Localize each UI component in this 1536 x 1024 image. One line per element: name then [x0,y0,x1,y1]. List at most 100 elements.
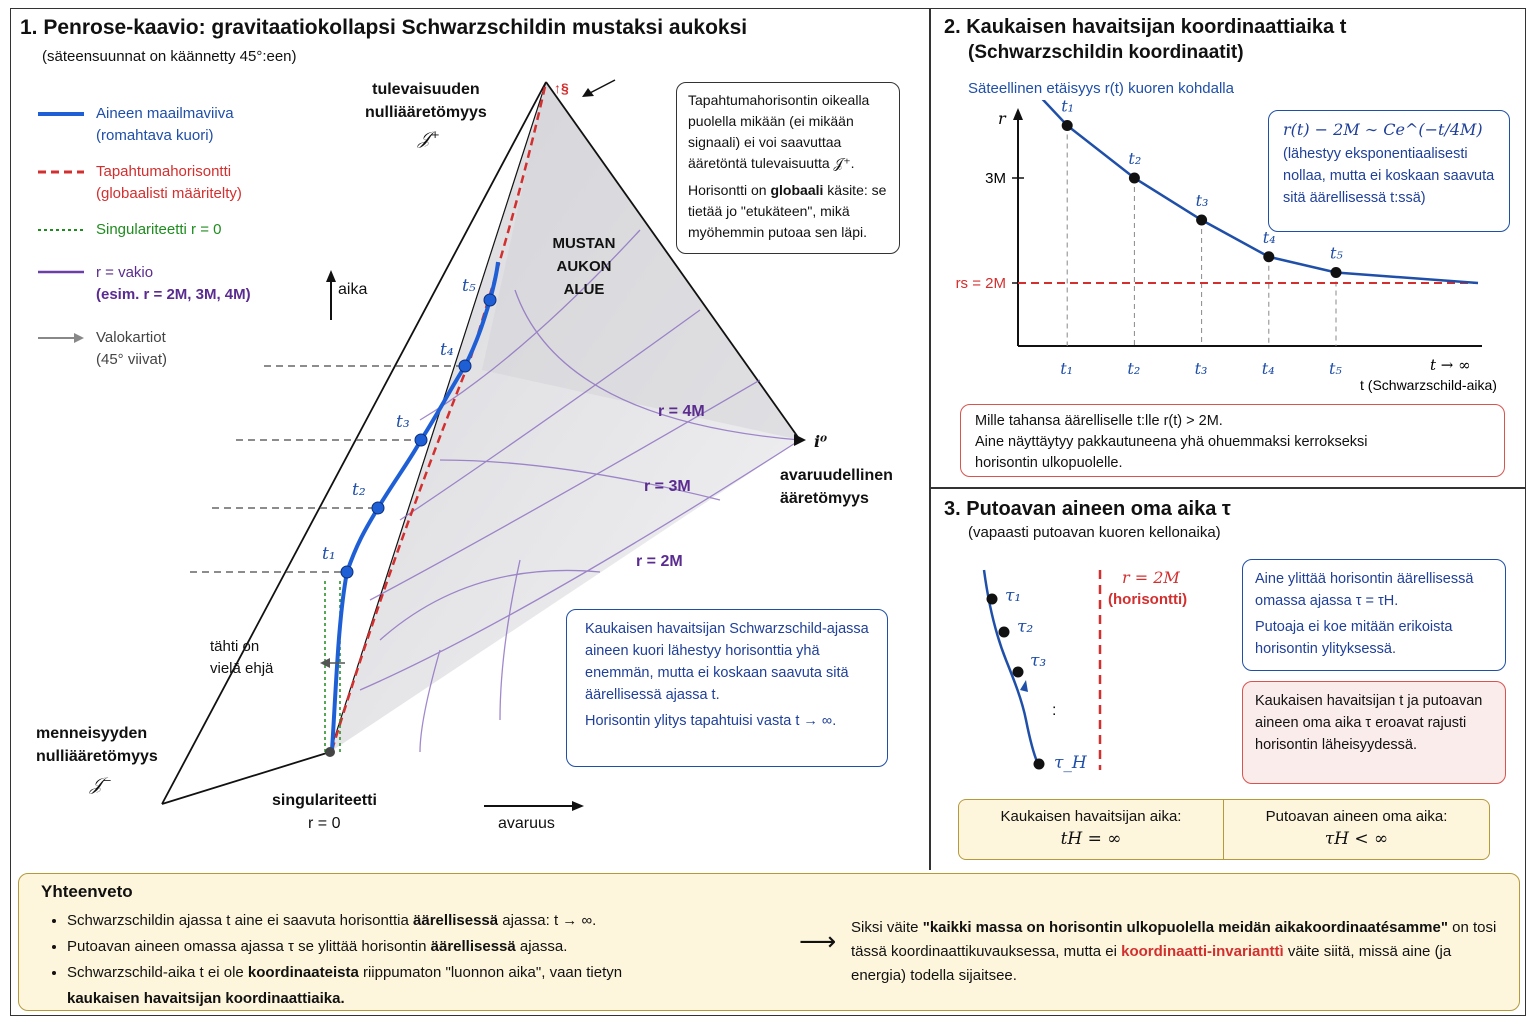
past-null-infinity-label: menneisyyden nulliääretömyys [36,725,158,765]
panel-divider-horizontal [929,487,1526,489]
summary-arrow-icon: ⟶ [799,926,837,956]
outer-frame [10,8,1526,1016]
formula-description: (lähestyy eksponentiaalisesti nollaa, mu… [1283,146,1495,206]
tau1-marker [986,593,998,605]
penrose-diagram [161,79,806,811]
marker-label: t₄ [1263,228,1276,247]
legend-arrow-icon [74,333,84,343]
legend-singularity-label: Singulariteetti r = 0 [96,221,222,238]
summary-bullet-2: Putoavan aineen omassa ajassa τ se ylitt… [67,934,747,960]
callout-pointer [587,79,616,95]
left-null-boundary [161,81,547,805]
x-tick-label: t₅ [1329,359,1342,378]
t1-label: t₁ [322,544,336,564]
r-const-curves [359,229,801,753]
legend-horizon-label: Tapahtumahorisontti (globaalisti määritel… [96,163,242,202]
black-hole-region-label: MUSTAN AUKON ALUE [552,235,616,298]
marker-label: t₅ [1330,244,1343,263]
proper-time-label: Putoavan aineen oma aika: [1265,808,1448,825]
spacetime-region [330,82,800,752]
curve-marker [1061,120,1073,131]
time-difference-box: Kaukaisen havaitsijan t ja putoavan aine… [1242,681,1506,784]
r-4M-curve [514,289,801,441]
past-null-infinity-symbol: 𝒥⁻ [90,774,112,795]
r-3M-curve [439,459,721,501]
summary-box: Yhteenveto Schwarzschildin ajassa t aine… [18,873,1520,1011]
tau3-label: τ₃ [1030,651,1047,671]
summary-title: Yhteenveto [41,882,133,901]
panel2-title: 2. Kaukaisen havaitsijan koordinaattiaik… [944,16,1347,38]
past-null-boundary [161,751,331,805]
tau2-label: τ₂ [1017,617,1034,637]
ellipsis-label: : [1052,702,1057,719]
finite-t-line1: Mille tahansa äärelliselle t:lle r(t) > … [975,413,1223,429]
time-comparison-box: Kaukaisen havaitsijan aika: tH = ∞ Putoa… [958,799,1490,860]
x-tick-label: t₂ [1127,359,1140,378]
horizon-callout-p2: Horisontti on globaali käsite: se tietää… [688,182,887,240]
star-intact-label: tähti on vielä ehjä [210,638,274,677]
formula-box: r(t) − 2M ∼ Ce^(−t/4M) (lähestyy ekspone… [1268,110,1510,232]
t5-label: t₅ [462,276,476,296]
schwarzschild-callout-p2: Horisontin ylitys tapahtuisi vasta t → ∞… [585,713,837,729]
legend-worldline-label: Aineen maailmaviiva (romahtava kuori) [96,105,234,144]
proper-time-diagram [982,569,1102,770]
future-null-boundary [545,81,801,441]
x-tick-label: t₁ [1060,359,1073,378]
distant-time-cell: Kaukaisen havaitsijan aika: tH = ∞ [959,800,1224,859]
time-axis-arrowhead-icon [326,270,336,282]
singularity-point [325,747,335,757]
horizon-callout-p1: Tapahtumahorisontin oikealla puolella mi… [688,92,870,171]
x-axis-label: t (Schwarzschild-aika) [1360,377,1497,393]
marker-t5 [483,293,497,307]
proper-time-cell: Putoavan aineen oma aika: τH < ∞ [1224,800,1489,859]
worldline-markers [340,293,497,579]
t4-label: t₄ [440,340,454,360]
panel2-subtitle: (Schwarzschildin koordinaatit) [968,42,1244,63]
i0-arrowhead-icon [794,434,806,446]
y-tick-label: rs = 2M [956,275,1006,292]
marker-t1 [340,565,354,579]
panel-divider-vertical [929,8,931,870]
marker-t2 [371,501,385,515]
marker-t3 [414,433,428,447]
horizon-sub-label: (horisontti) [1108,591,1188,608]
x-end-label: t → ∞ [1430,356,1471,374]
legend-lightcone-label: Valokartiot (45° viivat) [96,329,168,368]
top-marker-label: ↑§ [554,80,569,96]
x-tick-label: t₃ [1195,359,1208,378]
marker-label: t₃ [1196,191,1209,210]
callout-pointer-icon [582,88,594,97]
panel3-title: 3. Putoavan aineen oma aika τ [944,498,1231,520]
event-horizon-line [330,81,548,751]
r-grid-3 [399,309,701,521]
tauH-label: τ_H [1054,753,1087,773]
r-3M-label: r = 3M [644,478,691,495]
x-tick-label: t₄ [1262,359,1275,378]
r-grid-2 [369,379,761,601]
time-difference-text: Kaukaisen havaitsijan t ja putoavan aine… [1255,693,1483,753]
proper-time-value: τH < ∞ [1324,829,1389,849]
horizon-r-label: r = 2M [1122,568,1180,587]
panel1-title: 1. Penrose-kaavio: gravitaatiokollapsi S… [20,16,748,39]
t2-label: t₂ [352,480,366,500]
r-4M-label: r = 4M [658,403,705,420]
legend-r-const-label: r = vakio (esim. r = 2M, 3M, 4M) [96,264,251,303]
finite-t-box: Mille tahansa äärelliselle t:lle r(t) > … [960,404,1505,477]
r-grid-4 [419,229,641,421]
y-axis-label: r [998,109,1007,128]
tauH-marker [1033,758,1045,770]
finite-t-line3: horisontin ulkopuolelle. [975,455,1123,471]
summary-bullet-1: Schwarzschildin ajassa t aine ei saavuta… [67,908,747,934]
space-axis-arrowhead-icon [572,801,584,811]
space-axis-label: avaruus [498,815,555,832]
crossing-box-p2: Putoaja ei koe mitään erikoista horisont… [1255,619,1453,657]
black-hole-region-shade [482,82,800,440]
crossing-box: Aine ylittää horisontin äärellisessä oma… [1242,559,1506,671]
panel2-chart-title: Säteellinen etäisyys r(t) kuoren kohdall… [968,80,1234,97]
finite-t-line2: Aine näyttäytyy pakkautuneena yhä ohuemm… [975,434,1368,450]
legend-swatches [38,112,84,343]
future-null-infinity-symbol: 𝒥⁺ [418,128,440,149]
marker-label: t₁ [1061,100,1074,116]
r-grid-5 [419,649,441,753]
